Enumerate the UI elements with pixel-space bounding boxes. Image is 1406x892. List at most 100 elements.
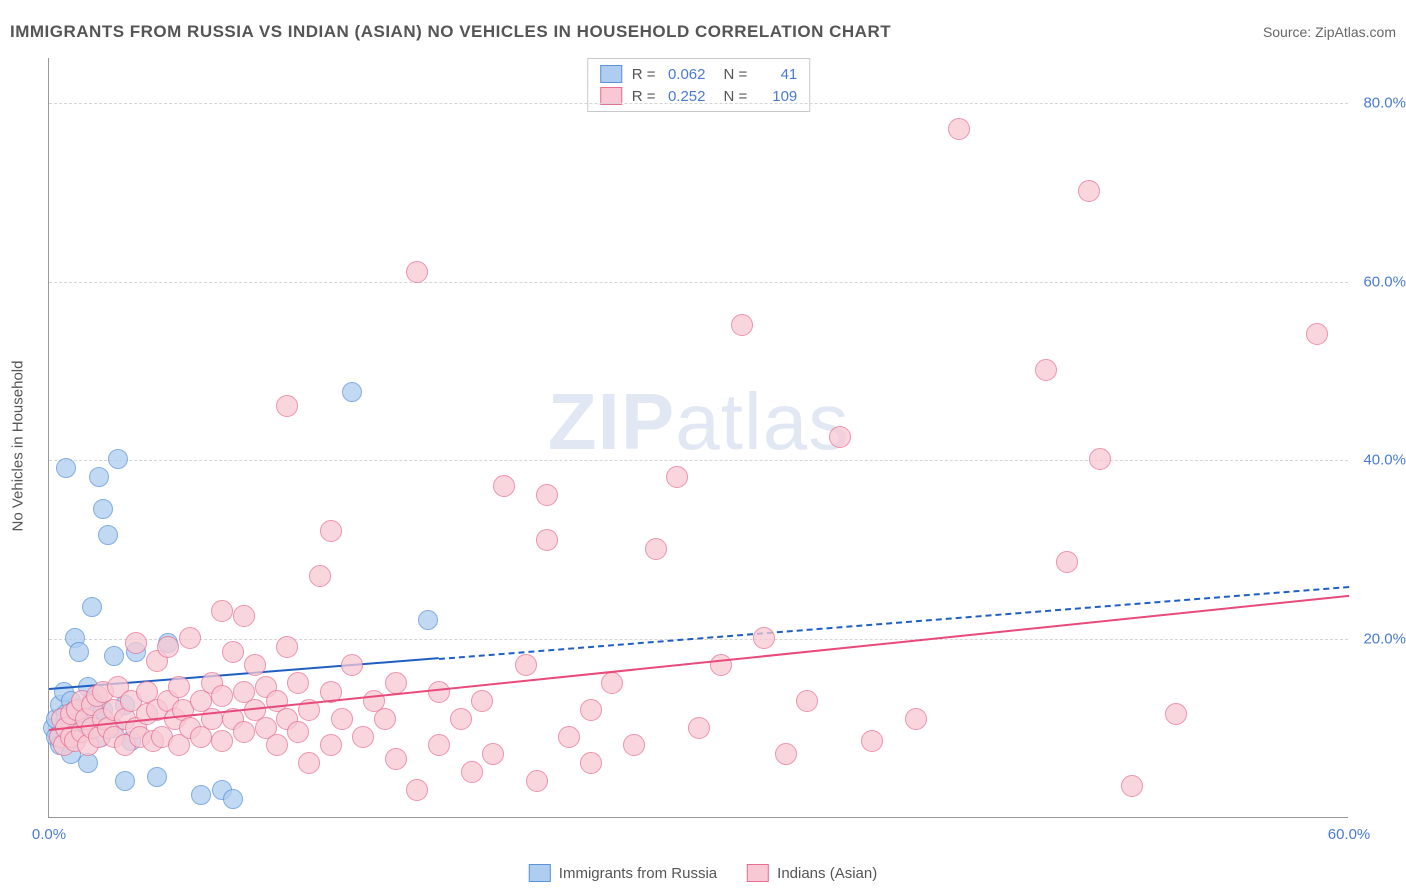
chart-title: IMMIGRANTS FROM RUSSIA VS INDIAN (ASIAN)… bbox=[10, 22, 891, 42]
scatter-point-indians bbox=[601, 672, 623, 694]
stat-r-label: R = bbox=[632, 66, 656, 83]
scatter-point-indians bbox=[536, 529, 558, 551]
y-tick-label: 40.0% bbox=[1350, 452, 1406, 469]
scatter-point-indians bbox=[320, 520, 342, 542]
scatter-point-indians bbox=[1306, 323, 1328, 345]
scatter-point-indians bbox=[1056, 551, 1078, 573]
gridline-h bbox=[49, 460, 1348, 461]
scatter-point-indians bbox=[580, 699, 602, 721]
scatter-point-indians bbox=[125, 632, 147, 654]
scatter-point-indians bbox=[666, 466, 688, 488]
scatter-point-indians bbox=[580, 752, 602, 774]
scatter-point-indians bbox=[450, 708, 472, 730]
scatter-point-indians bbox=[558, 726, 580, 748]
scatter-point-indians bbox=[731, 314, 753, 336]
scatter-point-russia bbox=[56, 458, 76, 478]
scatter-point-indians bbox=[287, 721, 309, 743]
scatter-point-indians bbox=[861, 730, 883, 752]
scatter-point-russia bbox=[147, 767, 167, 787]
scatter-point-indians bbox=[298, 752, 320, 774]
scatter-point-indians bbox=[385, 748, 407, 770]
stats-row-russia: R = 0.062 N = 41 bbox=[600, 63, 798, 85]
scatter-point-indians bbox=[905, 708, 927, 730]
scatter-point-indians bbox=[168, 676, 190, 698]
scatter-point-indians bbox=[276, 636, 298, 658]
y-tick-label: 20.0% bbox=[1350, 631, 1406, 648]
watermark: ZIPatlas bbox=[548, 376, 849, 468]
scatter-point-russia bbox=[82, 597, 102, 617]
scatter-point-indians bbox=[233, 605, 255, 627]
scatter-point-indians bbox=[623, 734, 645, 756]
scatter-point-indians bbox=[515, 654, 537, 676]
scatter-point-indians bbox=[320, 734, 342, 756]
scatter-point-indians bbox=[331, 708, 353, 730]
scatter-point-indians bbox=[526, 770, 548, 792]
scatter-point-indians bbox=[222, 641, 244, 663]
x-tick-label: 60.0% bbox=[1328, 826, 1371, 843]
scatter-point-indians bbox=[471, 690, 493, 712]
scatter-point-indians bbox=[482, 743, 504, 765]
scatter-point-russia bbox=[115, 771, 135, 791]
source-attribution: Source: ZipAtlas.com bbox=[1263, 24, 1396, 40]
legend-item-russia: Immigrants from Russia bbox=[529, 864, 717, 882]
scatter-point-indians bbox=[266, 734, 288, 756]
scatter-point-russia bbox=[191, 785, 211, 805]
scatter-point-indians bbox=[536, 484, 558, 506]
scatter-point-indians bbox=[710, 654, 732, 676]
scatter-point-russia bbox=[93, 499, 113, 519]
legend-swatch-indians bbox=[747, 864, 769, 882]
scatter-point-indians bbox=[753, 627, 775, 649]
stat-r-value: 0.062 bbox=[666, 66, 706, 83]
y-tick-label: 80.0% bbox=[1350, 94, 1406, 111]
watermark-bold: ZIP bbox=[548, 377, 675, 466]
series-legend: Immigrants from Russia Indians (Asian) bbox=[529, 864, 877, 882]
scatter-point-indians bbox=[406, 261, 428, 283]
scatter-point-russia bbox=[104, 646, 124, 666]
scatter-point-indians bbox=[179, 627, 201, 649]
stat-n-label: N = bbox=[724, 66, 748, 83]
scatter-point-indians bbox=[1165, 703, 1187, 725]
scatter-point-indians bbox=[406, 779, 428, 801]
scatter-point-russia bbox=[89, 467, 109, 487]
scatter-point-indians bbox=[385, 672, 407, 694]
scatter-point-russia bbox=[223, 789, 243, 809]
scatter-point-russia bbox=[98, 525, 118, 545]
stat-n-value: 41 bbox=[757, 66, 797, 83]
gridline-h bbox=[49, 282, 1348, 283]
scatter-point-indians bbox=[276, 395, 298, 417]
scatter-plot-area: ZIPatlas R =0.062N =41R =0.252N =109 20.… bbox=[48, 58, 1348, 818]
scatter-point-indians bbox=[1035, 359, 1057, 381]
legend-item-indians: Indians (Asian) bbox=[747, 864, 877, 882]
scatter-point-indians bbox=[688, 717, 710, 739]
scatter-point-indians bbox=[829, 426, 851, 448]
x-tick-label: 0.0% bbox=[32, 826, 66, 843]
stats-legend: R =0.062N =41R =0.252N =109 bbox=[587, 58, 811, 112]
scatter-point-russia bbox=[108, 449, 128, 469]
scatter-point-russia bbox=[69, 642, 89, 662]
scatter-point-indians bbox=[796, 690, 818, 712]
scatter-point-indians bbox=[493, 475, 515, 497]
scatter-point-indians bbox=[287, 672, 309, 694]
scatter-point-indians bbox=[374, 708, 396, 730]
scatter-point-indians bbox=[211, 600, 233, 622]
scatter-point-indians bbox=[341, 654, 363, 676]
legend-swatch-russia bbox=[600, 65, 622, 83]
watermark-rest: atlas bbox=[675, 377, 849, 466]
scatter-point-indians bbox=[352, 726, 374, 748]
scatter-point-indians bbox=[645, 538, 667, 560]
scatter-point-indians bbox=[428, 734, 450, 756]
scatter-point-russia bbox=[342, 382, 362, 402]
source-name: ZipAtlas.com bbox=[1315, 24, 1396, 40]
y-axis-label: No Vehicles in Household bbox=[10, 361, 27, 532]
legend-swatch-russia bbox=[529, 864, 551, 882]
scatter-point-indians bbox=[1089, 448, 1111, 470]
scatter-point-indians bbox=[1078, 180, 1100, 202]
legend-label: Immigrants from Russia bbox=[559, 865, 717, 882]
scatter-point-indians bbox=[309, 565, 331, 587]
scatter-point-indians bbox=[157, 636, 179, 658]
scatter-point-indians bbox=[428, 681, 450, 703]
scatter-point-russia bbox=[418, 610, 438, 630]
y-tick-label: 60.0% bbox=[1350, 273, 1406, 290]
gridline-h bbox=[49, 103, 1348, 104]
regression-line-russia-dashed bbox=[439, 586, 1349, 660]
